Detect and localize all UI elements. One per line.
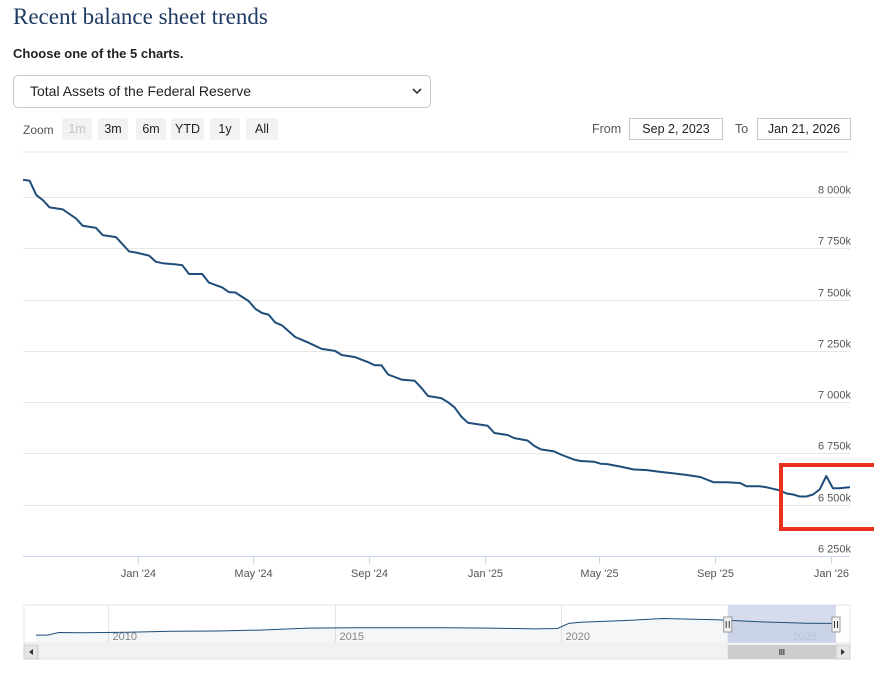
y-tick-label: 7 500k xyxy=(818,288,852,300)
navigator-handle-right[interactable] xyxy=(831,616,841,633)
navigator-handle-left[interactable] xyxy=(723,616,733,633)
zoom-6m-button[interactable]: 6m xyxy=(136,118,166,140)
range-from-input[interactable]: Sep 2, 2023 xyxy=(629,118,723,140)
y-tick-label: 6 500k xyxy=(818,493,852,505)
navigator-series-area xyxy=(36,618,836,642)
scrollbar-track[interactable] xyxy=(23,644,851,660)
x-tick-label: May '25 xyxy=(580,568,618,580)
navigator-year-label: 2020 xyxy=(566,631,590,643)
navigator-year-label: 2010 xyxy=(113,631,137,643)
y-tick-label: 6 750k xyxy=(818,441,852,453)
chart-select-dropdown[interactable]: Total Assets of the Federal Reserve xyxy=(13,75,431,108)
chart-select-value: Total Assets of the Federal Reserve xyxy=(30,83,251,99)
x-tick-label: Jan '24 xyxy=(121,568,156,580)
highlight-box xyxy=(779,463,874,531)
chart-chooser-label: Choose one of the 5 charts. xyxy=(13,46,184,61)
navigator-selection[interactable] xyxy=(727,605,836,643)
range-to-input[interactable]: Jan 21, 2026 xyxy=(757,118,851,140)
x-tick-label: Jan '25 xyxy=(468,568,503,580)
y-tick-label: 7 000k xyxy=(818,390,852,402)
x-tick-label: Jan '26 xyxy=(814,568,849,580)
y-tick-label: 7 250k xyxy=(818,339,852,351)
chevron-down-icon xyxy=(412,76,422,118)
zoom-all-button[interactable]: All xyxy=(246,118,278,140)
y-tick-label: 8 000k xyxy=(818,185,852,197)
x-tick-label: Sep '25 xyxy=(697,568,734,580)
scroll-thumb-grip-icon xyxy=(779,649,785,655)
x-tick-label: Sep '24 xyxy=(351,568,388,580)
arrow-left-icon xyxy=(29,649,33,655)
x-tick-label: May '24 xyxy=(234,568,272,580)
navigator-background xyxy=(23,604,851,644)
zoom-3m-button[interactable]: 3m xyxy=(98,118,128,140)
range-from-label: From xyxy=(592,122,622,136)
series-line-total-assets xyxy=(22,178,851,498)
y-tick-label: 7 750k xyxy=(818,236,852,248)
arrow-right-icon xyxy=(841,649,845,655)
page-title: Recent balance sheet trends xyxy=(13,4,268,29)
navigator-series-line xyxy=(36,617,837,636)
zoom-label: Zoom xyxy=(23,123,54,137)
range-to-label: To xyxy=(735,122,749,136)
zoom-1y-button[interactable]: 1y xyxy=(210,118,240,140)
zoom-ytd-button[interactable]: YTD xyxy=(171,118,204,140)
zoom-1m-button[interactable]: 1m xyxy=(62,118,92,140)
y-tick-label: 6 250k xyxy=(818,544,852,556)
navigator-year-label: 2015 xyxy=(340,631,364,643)
